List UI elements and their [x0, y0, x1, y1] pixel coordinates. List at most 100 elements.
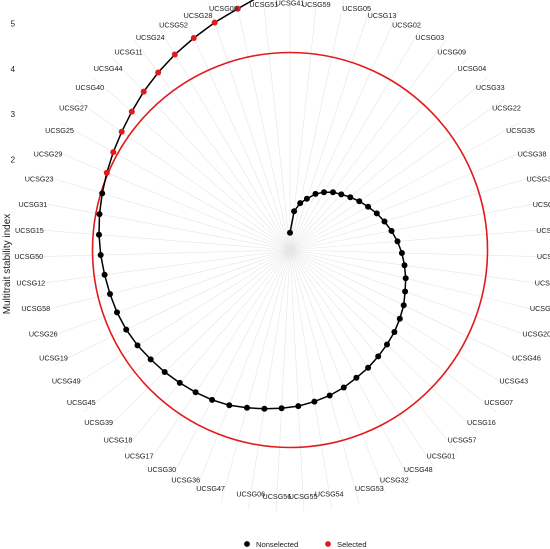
point-UCSG39: [161, 369, 168, 375]
label-UCSG19: UCSG19: [39, 354, 68, 363]
label-UCSG33: UCSG33: [476, 83, 505, 92]
spoke-line: [289, 249, 436, 469]
point-UCSG03: [321, 189, 327, 196]
point-UCSG32: [340, 384, 347, 391]
point-UCSG19: [123, 326, 130, 333]
point-UCSG31: [96, 211, 103, 218]
point-UCSG16: [384, 341, 390, 348]
point-UCSG53: [326, 392, 333, 399]
point-UCSG54: [311, 398, 318, 405]
stability-line: [98, 0, 407, 410]
label-UCSG23: UCSG23: [25, 174, 54, 183]
point-UCSG10: [401, 262, 408, 269]
point-UCSG44: [140, 88, 147, 95]
point-UCSG55: [295, 403, 302, 410]
point-UCSG28: [211, 19, 218, 26]
label-UCSG04: UCSG04: [458, 64, 487, 73]
spoke-gridlines: [28, 0, 550, 512]
spoke-line: [289, 249, 360, 503]
spoke-line: [92, 77, 291, 251]
spoke-line: [289, 249, 412, 483]
label-UCSG34: UCSG34: [533, 200, 550, 209]
label-UCSG56: UCSG56: [263, 492, 292, 501]
spoke-line: [220, 249, 291, 503]
label-UCSG50: UCSG50: [14, 252, 43, 261]
point-UCSG33: [347, 194, 354, 201]
label-UCSG05: UCSG05: [342, 4, 371, 13]
label-UCSG07: UCSG07: [484, 398, 513, 407]
point-UCSG02: [312, 190, 319, 197]
r-axis-ticks: 2 3 4 5: [10, 20, 15, 165]
spoke-line: [54, 249, 291, 365]
spoke-line: [289, 0, 318, 251]
spoke-line: [289, 201, 548, 251]
spoke-line: [30, 249, 291, 286]
spoke-line: [289, 249, 545, 313]
spoke-line: [75, 99, 291, 251]
point-UCSG01: [365, 364, 372, 371]
point-UCSG22: [356, 198, 363, 205]
point-UCSG30: [209, 396, 216, 403]
spoke-line: [289, 39, 447, 251]
spoke-line: [275, 249, 291, 512]
point-UCSG26: [114, 309, 120, 316]
spoke-line: [144, 249, 291, 469]
label-UCSG44: UCSG44: [94, 64, 123, 73]
point-UCSG06: [261, 405, 268, 412]
label-UCSG45: UCSG45: [67, 398, 96, 407]
spoke-line: [289, 249, 386, 495]
label-UCSG17: UCSG17: [125, 451, 154, 460]
label-UCSG28: UCSG28: [184, 11, 213, 20]
legend-selected-label: Selected: [337, 540, 367, 549]
label-UCSG01: UCSG01: [427, 451, 456, 460]
spoke-line: [32, 201, 291, 251]
label-UCSG52: UCSG52: [159, 21, 188, 30]
point-UCSG50: [97, 252, 104, 258]
spoke-line: [67, 249, 291, 390]
label-UCSG30: UCSG30: [147, 465, 176, 474]
label-UCSG38: UCSG38: [518, 150, 547, 159]
spoke-line: [289, 99, 505, 251]
spoke-line: [262, 0, 291, 251]
spoke-line: [122, 249, 291, 452]
label-UCSG42: UCSG42: [537, 252, 550, 261]
spoke-line: [235, 0, 291, 251]
label-UCSG08: UCSG08: [209, 4, 238, 13]
point-UCSG59: [291, 208, 298, 215]
r-tick-label: 4: [10, 65, 15, 74]
point-UCSG15: [96, 231, 102, 238]
label-UCSG47: UCSG47: [196, 484, 225, 493]
label-UCSG35: UCSG35: [506, 126, 535, 135]
point-UCSG42: [398, 250, 405, 256]
label-UCSG12: UCSG12: [16, 278, 45, 287]
label-UCSG14: UCSG14: [530, 304, 550, 313]
point-UCSG25: [110, 149, 117, 156]
spoke-line: [289, 1, 373, 251]
label-UCSG40: UCSG40: [75, 83, 104, 92]
label-UCSG09: UCSG09: [437, 47, 466, 56]
point-UCSG52: [190, 35, 197, 41]
label-UCSG02: UCSG02: [392, 21, 421, 30]
point-UCSG13: [303, 195, 310, 202]
label-UCSG13: UCSG13: [368, 11, 397, 20]
point-UCSG45: [147, 356, 154, 363]
spoke-line: [289, 249, 537, 340]
label-UCSG43: UCSG43: [499, 377, 528, 386]
spoke-line: [289, 249, 305, 512]
spoke-line: [289, 249, 458, 452]
label-UCSG20: UCSG20: [522, 329, 550, 338]
point-UCSG56: [278, 405, 285, 412]
label-UCSG22: UCSG22: [492, 104, 521, 113]
label-UCSG58: UCSG58: [21, 304, 50, 313]
label-UCSG55: UCSG55: [289, 492, 318, 501]
point-UCSG07: [391, 329, 398, 335]
point-UCSG08: [234, 5, 241, 12]
point-UCSG34: [388, 227, 395, 234]
spoke-line: [35, 249, 291, 313]
spoke-line: [207, 1, 291, 251]
point-UCSG23: [99, 190, 106, 197]
point-UCSG38: [373, 210, 380, 217]
label-UCSG46: UCSG46: [512, 354, 541, 363]
spoke-line: [43, 249, 291, 340]
